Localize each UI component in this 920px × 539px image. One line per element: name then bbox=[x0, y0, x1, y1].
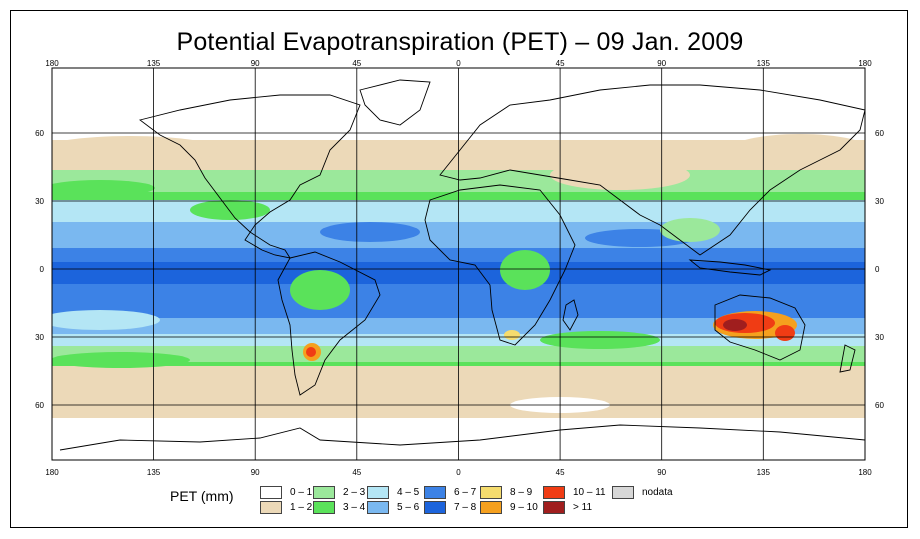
coast-new-zealand bbox=[839, 344, 856, 373]
legend-swatch-nodata bbox=[612, 486, 634, 499]
legend-swatch-1-2 bbox=[260, 501, 282, 514]
legend-label-2-3: 2 – 3 bbox=[343, 487, 366, 498]
legend-title: PET (mm) bbox=[170, 488, 234, 504]
hot-safrica-yellow bbox=[504, 330, 520, 340]
lon-bottom-5: 45 bbox=[556, 468, 565, 477]
lat-left-1: 30 bbox=[35, 197, 44, 206]
lon-top-7: 135 bbox=[757, 59, 771, 68]
lon-bottom-2: 90 bbox=[251, 468, 260, 477]
legend-label-5-6: 5 – 6 bbox=[397, 502, 420, 513]
lon-top-3: 45 bbox=[352, 59, 361, 68]
patch-lightblue-sp bbox=[52, 310, 160, 330]
legend-swatch-0-1 bbox=[260, 486, 282, 499]
lat-right-1: 30 bbox=[875, 197, 884, 206]
coast-australia bbox=[714, 294, 806, 361]
patch-green-pac bbox=[52, 180, 155, 196]
patch-green-si bbox=[540, 331, 660, 349]
coast-greenland bbox=[359, 79, 431, 126]
coast-south-america bbox=[277, 251, 381, 396]
lon-top-4: 0 bbox=[456, 59, 461, 68]
lat-right-3: 30 bbox=[875, 333, 884, 342]
legend-swatch-3-4 bbox=[313, 501, 335, 514]
patch-green-samerica bbox=[290, 270, 350, 310]
legend-label-4-5: 4 – 5 bbox=[397, 487, 420, 498]
lat-left-0: 60 bbox=[35, 129, 44, 138]
legend-label-3-4: 3 – 4 bbox=[343, 502, 366, 513]
legend-swatch-8-9 bbox=[480, 486, 502, 499]
lat-right-2: 0 bbox=[875, 265, 880, 274]
lon-bottom-7: 135 bbox=[757, 468, 771, 477]
graticule bbox=[52, 68, 865, 460]
legend-swatch-9-10 bbox=[480, 501, 502, 514]
lon-top-1: 135 bbox=[147, 59, 161, 68]
lon-bottom-6: 90 bbox=[657, 468, 666, 477]
patch-tan-nw bbox=[52, 136, 220, 164]
patch-green-sp bbox=[52, 352, 190, 368]
legend-label-9-10: 9 – 10 bbox=[510, 502, 538, 513]
hot-australia-darkred bbox=[723, 319, 747, 331]
legend-label-nodata: nodata bbox=[642, 487, 673, 498]
legend-swatch-10-11 bbox=[543, 486, 565, 499]
lon-top-0: 180 bbox=[45, 59, 59, 68]
legend-label-0-1: 0 – 1 bbox=[290, 487, 313, 498]
coast-africa bbox=[424, 184, 576, 346]
legend-swatch-gt-11 bbox=[543, 501, 565, 514]
lon-bottom-0: 180 bbox=[45, 468, 59, 477]
legend-swatch-4-5 bbox=[367, 486, 389, 499]
hot-argentina-red bbox=[306, 347, 316, 357]
lon-top-2: 90 bbox=[251, 59, 260, 68]
coast-antarctica bbox=[59, 424, 865, 451]
lon-bottom-4: 0 bbox=[456, 468, 461, 477]
patch-tan-so bbox=[250, 377, 410, 413]
patch-green-namerica bbox=[190, 200, 270, 220]
map-border bbox=[51, 67, 866, 461]
lon-top-6: 90 bbox=[657, 59, 666, 68]
lon-bottom-8: 180 bbox=[858, 468, 872, 477]
legend-swatch-5-6 bbox=[367, 501, 389, 514]
legend-label-6-7: 6 – 7 bbox=[454, 487, 477, 498]
lon-bottom-1: 135 bbox=[147, 468, 161, 477]
lat-left-2: 0 bbox=[40, 265, 45, 274]
patch-green-africa bbox=[500, 250, 550, 290]
lat-right-0: 60 bbox=[875, 129, 884, 138]
legend-label-1-2: 1 – 2 bbox=[290, 502, 313, 513]
legend-swatch-2-3 bbox=[313, 486, 335, 499]
lat-left-4: 60 bbox=[35, 401, 44, 410]
patch-tan-ne bbox=[730, 134, 865, 166]
axis-labels: 180 135 90 45 0 45 90 135 180 180 135 90… bbox=[35, 59, 884, 477]
lon-top-5: 45 bbox=[556, 59, 565, 68]
lon-top-8: 180 bbox=[858, 59, 872, 68]
lat-left-3: 30 bbox=[35, 333, 44, 342]
patch-tan-asia bbox=[550, 160, 690, 190]
pet-field bbox=[52, 68, 865, 460]
figure-frame bbox=[10, 10, 908, 528]
legend-label-gt-11: > 11 bbox=[573, 502, 592, 513]
map-title: Potential Evapotranspiration (PET) – 09 … bbox=[176, 28, 744, 56]
legend-swatch-7-8 bbox=[424, 501, 446, 514]
coast-madagascar bbox=[562, 299, 579, 331]
patch-green-asia bbox=[660, 218, 720, 242]
legend-label-10-11: 10 – 11 bbox=[573, 487, 606, 498]
lat-right-4: 60 bbox=[875, 401, 884, 410]
coast-north-america bbox=[138, 94, 361, 259]
hot-australia-red-2 bbox=[775, 325, 795, 341]
legend-label-7-8: 7 – 8 bbox=[454, 502, 477, 513]
legend-swatch-6-7 bbox=[424, 486, 446, 499]
patch-blue-atl bbox=[320, 222, 420, 242]
legend-label-8-9: 8 – 9 bbox=[510, 487, 533, 498]
lon-bottom-3: 45 bbox=[352, 468, 361, 477]
